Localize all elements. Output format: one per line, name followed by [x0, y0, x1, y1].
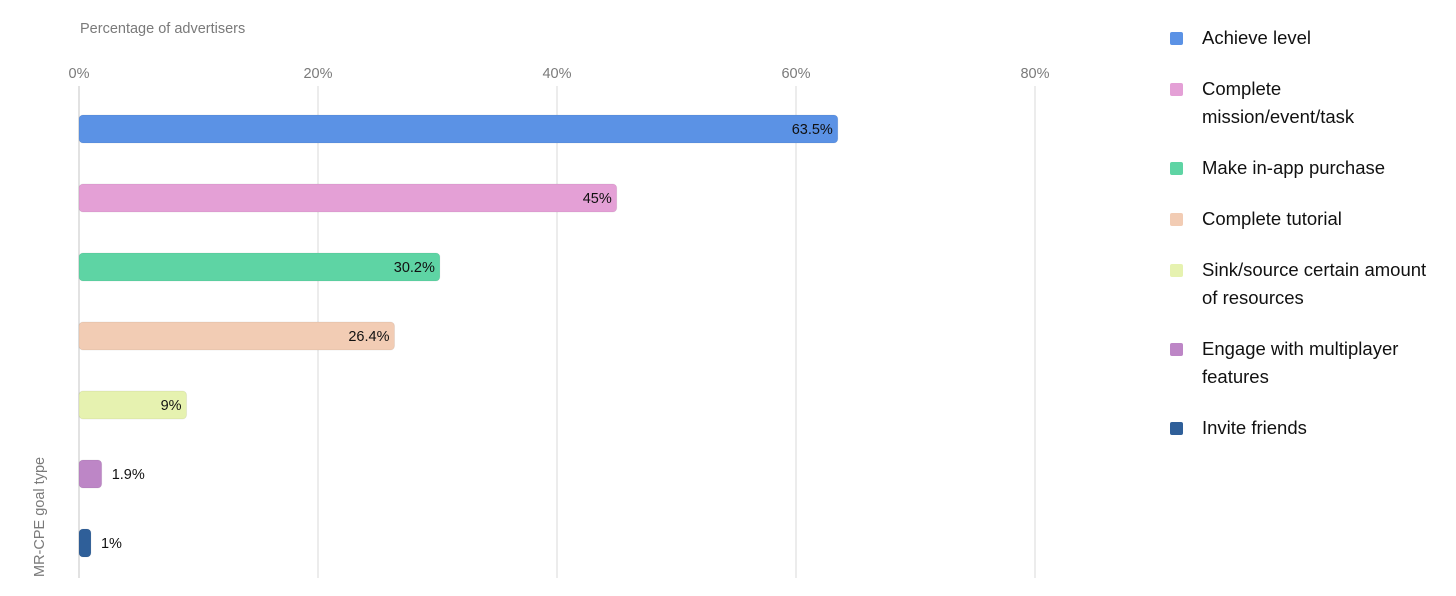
x-tick-label: 20% [303, 66, 332, 82]
x-tick-label: 0% [69, 66, 90, 82]
y-axis-title: MR-CPE goal type [32, 457, 48, 577]
legend-label: Achieve level [1202, 27, 1312, 48]
bar [78, 114, 839, 144]
x-tick-label: 80% [1020, 66, 1049, 82]
legend-label: mission/event/task [1202, 106, 1355, 127]
data-label: 45% [583, 191, 612, 207]
legend-swatch [1170, 343, 1183, 356]
legend-item: Complete tutorial [1170, 205, 1450, 233]
legend-swatch [1170, 32, 1183, 45]
legend-swatch [1170, 422, 1183, 435]
legend-swatch [1170, 213, 1183, 226]
legend-swatch [1170, 83, 1183, 96]
data-label: 1.9% [112, 467, 145, 483]
x-axis-title: Percentage of advertisers [80, 21, 245, 37]
legend-label: Complete tutorial [1202, 208, 1342, 229]
legend-item: Complete mission/event/task [1170, 75, 1450, 131]
legend-item: Invite friends [1170, 414, 1450, 442]
x-tick-label: 40% [542, 66, 571, 82]
legend-label: Invite friends [1202, 417, 1307, 438]
bar [78, 459, 103, 489]
legend-label: of resources [1202, 287, 1304, 308]
data-label: 1% [101, 536, 122, 552]
data-label: 9% [161, 398, 182, 414]
legend-item: Engage with multiplayer features [1170, 335, 1450, 391]
legend-label: Make in-app purchase [1202, 157, 1386, 178]
bar [78, 390, 188, 420]
bar [78, 252, 441, 282]
data-label: 63.5% [792, 122, 833, 138]
legend-item: Achieve level [1170, 24, 1450, 52]
legend-label: features [1202, 366, 1269, 387]
legend-swatch [1170, 264, 1183, 277]
bar [78, 183, 618, 213]
legend-swatch [1170, 162, 1183, 175]
legend-label: Complete [1202, 78, 1282, 99]
legend-item: Make in-app purchase [1170, 154, 1450, 182]
bar [78, 321, 395, 351]
data-label: 30.2% [394, 260, 435, 276]
bar [78, 528, 92, 558]
legend-item: Sink/source certain amount of resources [1170, 256, 1450, 312]
legend-label: Sink/source certain amount [1202, 259, 1427, 280]
x-tick-label: 60% [781, 66, 810, 82]
chart-legend: Achieve level Complete mission/event/task M… [1170, 24, 1450, 442]
data-label: 26.4% [348, 329, 389, 345]
legend-label: Engage with multiplayer [1202, 338, 1399, 359]
